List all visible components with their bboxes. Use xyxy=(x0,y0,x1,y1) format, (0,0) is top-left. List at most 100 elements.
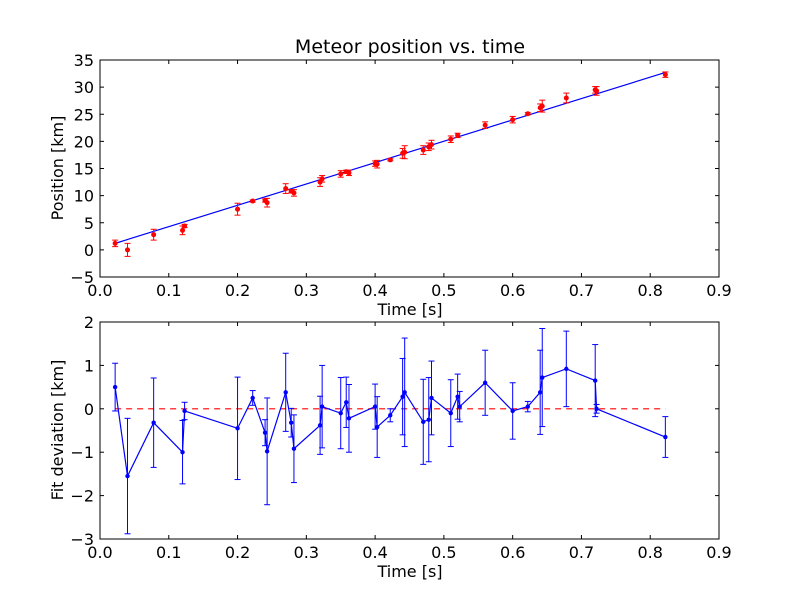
deviation-x-tick-label: 0.0 xyxy=(87,543,112,562)
deviation-y-tick-label: −3 xyxy=(70,530,94,549)
deviation-data-point xyxy=(402,390,407,395)
position-panel: Meteor position vs. time 0.0 0.1 0.2 0.3 0.4… xyxy=(48,36,732,319)
position-x-axis-label: Time [s] xyxy=(376,300,442,319)
deviation-plot-area: 0.0 0.1 0.2 0.3 0.4 0.5 0.6 0.7 0.8 0.9 −3 −2 −1 0 1 2 xyxy=(70,313,731,562)
position-x-tick-label: 0.9 xyxy=(706,281,731,300)
deviation-y-tick-label: 0 xyxy=(84,400,94,419)
deviation-data-point xyxy=(510,408,515,414)
position-data-point xyxy=(319,176,325,182)
position-plot-area: 0.0 0.1 0.2 0.3 0.4 0.5 0.6 0.7 0.8 0.9 −5 0 5 10 15 20… xyxy=(70,51,731,300)
position-x-tick-label: 0.4 xyxy=(362,281,387,300)
position-data-point xyxy=(448,136,454,142)
position-y-tick-label: 15 xyxy=(74,160,94,179)
position-data-point xyxy=(374,161,380,167)
position-x-tick-label: 0.0 xyxy=(87,281,112,300)
deviation-data-point xyxy=(448,410,453,416)
position-data-point xyxy=(482,122,488,128)
deviation-data-point xyxy=(235,426,240,431)
position-y-tick-label: 25 xyxy=(74,105,94,124)
position-data-point xyxy=(563,95,569,101)
deviation-data-point xyxy=(525,404,530,409)
position-data-point xyxy=(539,103,545,109)
position-data-point xyxy=(283,186,289,192)
position-x-tick-label: 0.6 xyxy=(500,281,525,300)
position-x-tick-label: 0.5 xyxy=(431,281,456,300)
position-data-point xyxy=(455,132,461,138)
deviation-data-point xyxy=(250,395,255,401)
deviation-x-tick-label: 0.1 xyxy=(156,543,181,562)
position-data-point xyxy=(346,170,352,176)
deviation-x-tick-label: 0.7 xyxy=(569,543,594,562)
deviation-axes-frame xyxy=(99,321,720,540)
deviation-y-tick-label: −1 xyxy=(70,443,94,462)
position-x-tick-label: 0.8 xyxy=(637,281,662,300)
deviation-data-point xyxy=(593,378,598,383)
deviation-y-tick-label: 2 xyxy=(84,313,94,332)
deviation-data-point xyxy=(319,404,325,409)
deviation-data-point xyxy=(151,420,156,425)
position-data-point xyxy=(429,142,435,148)
position-y-tick-label: 20 xyxy=(74,132,94,151)
deviation-data-point xyxy=(429,395,434,401)
position-x-tick-label: 0.3 xyxy=(294,281,319,300)
position-data-point xyxy=(235,206,241,212)
position-y-tick-label: 10 xyxy=(74,187,94,206)
position-y-tick-label: 0 xyxy=(84,241,94,260)
position-data-point xyxy=(250,198,256,204)
deviation-data-point xyxy=(344,400,349,405)
deviation-data-point xyxy=(264,449,270,454)
position-x-tick-label: 0.2 xyxy=(225,281,250,300)
deviation-data-point xyxy=(457,404,462,409)
deviation-y-tick-label: 1 xyxy=(84,356,94,375)
deviation-data-point xyxy=(125,473,130,479)
position-data-point xyxy=(264,200,270,206)
deviation-data-point xyxy=(180,450,185,455)
deviation-data-point xyxy=(262,430,268,435)
deviation-x-tick-label: 0.9 xyxy=(706,543,731,562)
deviation-x-tick-label: 0.8 xyxy=(637,543,662,562)
position-data-point xyxy=(387,157,393,163)
position-data-point xyxy=(525,111,531,117)
deviation-y-tick-label: −2 xyxy=(70,487,94,506)
deviation-x-tick-label: 0.4 xyxy=(362,543,387,562)
position-y-tick-label: 5 xyxy=(84,214,94,233)
deviation-data-point xyxy=(372,404,378,409)
position-y-axis-label: Position [km] xyxy=(48,116,67,221)
deviation-data-point xyxy=(426,417,431,422)
position-data-point xyxy=(112,240,118,246)
deviation-data-point xyxy=(540,375,545,380)
deviation-data-point xyxy=(388,413,393,418)
deviation-data-point xyxy=(346,416,352,421)
position-data-point xyxy=(402,149,408,155)
deviation-x-tick-label: 0.2 xyxy=(225,543,250,562)
deviation-data-point xyxy=(663,434,668,440)
position-data-point xyxy=(594,88,600,94)
position-x-tick-label: 0.1 xyxy=(156,281,181,300)
deviation-data-point xyxy=(338,410,343,416)
deviation-data-point xyxy=(400,394,405,399)
deviation-data-point xyxy=(421,419,426,425)
deviation-data-point xyxy=(283,390,288,395)
deviation-data-point xyxy=(182,408,187,414)
deviation-data-point xyxy=(537,390,543,395)
deviation-data-point xyxy=(374,424,380,430)
deviation-data-point xyxy=(289,420,294,425)
deviation-data-point xyxy=(455,394,460,399)
position-data-point xyxy=(510,117,516,123)
deviation-data-point xyxy=(564,366,569,372)
deviation-x-tick-label: 0.3 xyxy=(294,543,319,562)
deviation-y-axis-label: Fit deviation [km] xyxy=(48,360,67,501)
deviation-data-point xyxy=(291,446,297,451)
position-data-point xyxy=(338,171,344,177)
position-data-point xyxy=(180,227,186,233)
position-data-point xyxy=(291,190,297,196)
position-y-tick-label: 30 xyxy=(74,78,94,97)
deviation-data-point xyxy=(594,406,599,411)
deviation-x-tick-label: 0.5 xyxy=(431,543,456,562)
position-data-point xyxy=(182,223,188,229)
deviation-data-point xyxy=(482,380,488,385)
deviation-data-point xyxy=(317,423,323,428)
deviation-data-point xyxy=(112,384,118,390)
position-chart-title: Meteor position vs. time xyxy=(295,36,525,58)
